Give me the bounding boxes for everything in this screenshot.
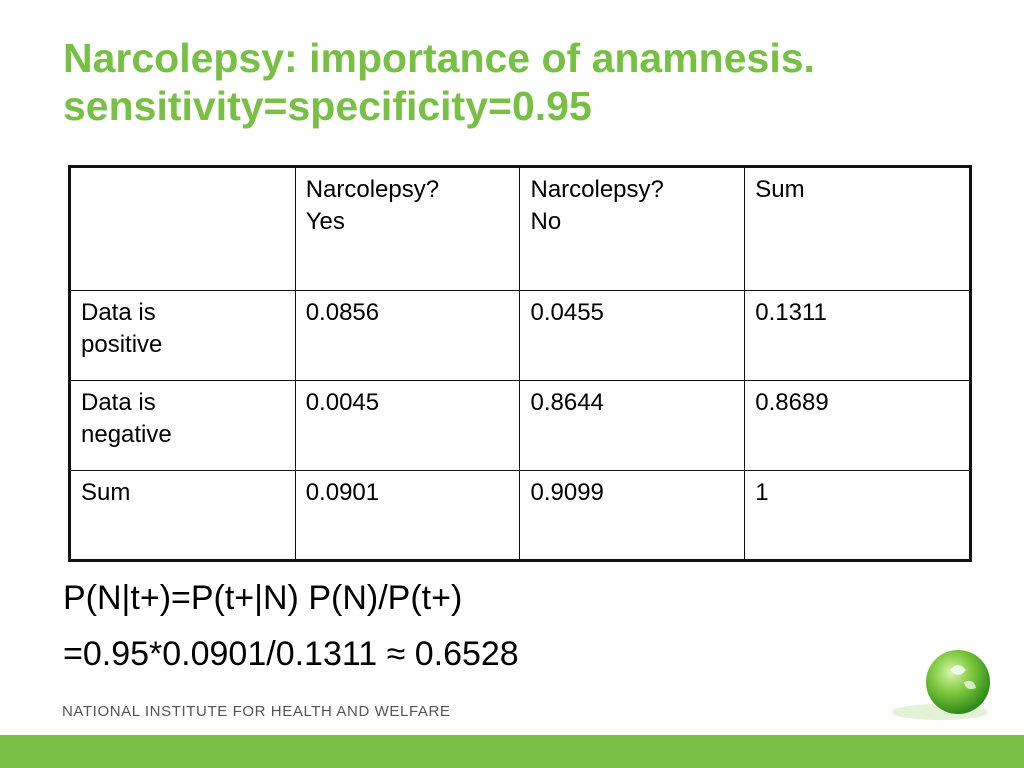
header-row: Narcolepsy? Yes Narcolepsy? No Sum [69, 166, 971, 291]
table-cell: 0.0045 [294, 380, 521, 471]
cell-line: Sum [81, 479, 131, 506]
header-cell: Narcolepsy? Yes [294, 166, 521, 291]
cell-line: Yes [305, 208, 345, 235]
table-cell: 0.0455 [519, 290, 746, 381]
table-cell: 0.8644 [519, 380, 746, 471]
table-row: Sum 0.0901 0.9099 1 [69, 470, 971, 561]
table-cell: 0.0856 [294, 290, 521, 381]
logo-globe [892, 650, 990, 720]
table-row: Data is negative 0.0045 0.8644 0.8689 [69, 380, 971, 471]
title-line: Narcolepsy: importance of anamnesis. [63, 35, 815, 81]
cell-line: Data is [81, 389, 156, 416]
cell-line: Narcolepsy? [305, 176, 440, 203]
corner-cell [69, 166, 296, 291]
data-table: Narcolepsy? Yes Narcolepsy? No Sum Data is… [68, 165, 972, 562]
cell-line: positive [81, 331, 163, 358]
row-label: Data is negative [69, 380, 296, 471]
table-cell: 1 [744, 470, 971, 561]
slide-title: Narcolepsy: importance of anamnesis. sen… [63, 34, 815, 130]
header-cell: Sum [744, 166, 971, 291]
row-label: Sum [69, 470, 296, 561]
footer-bar [0, 735, 1024, 768]
cell-line: No [530, 208, 562, 235]
footer-text: NATIONAL INSTITUTE FOR HEALTH AND WELFAR… [62, 703, 451, 720]
formula: P(N|t+)=P(t+|N) P(N)/P(t+) =0.95*0.0901/… [63, 570, 519, 682]
cell-line: negative [81, 421, 172, 448]
formula-line: P(N|t+)=P(t+|N) P(N)/P(t+) [63, 579, 463, 617]
cell-line: Sum [755, 176, 805, 203]
table-cell: 0.0901 [294, 470, 521, 561]
table-cell: 0.1311 [744, 290, 971, 381]
formula-line: =0.95*0.0901/0.1311 ≈ 0.6528 [63, 635, 519, 673]
row-label: Data is positive [69, 290, 296, 381]
cell-line: Data is [81, 299, 156, 326]
table-cell: 0.9099 [519, 470, 746, 561]
cell-line: Narcolepsy? [530, 176, 664, 203]
title-line: sensitivity=specificity=0.95 [63, 83, 592, 129]
table-row: Data is positive 0.0856 0.0455 0.1311 [69, 290, 971, 381]
header-cell: Narcolepsy? No [519, 166, 746, 291]
table-cell: 0.8689 [744, 380, 971, 471]
